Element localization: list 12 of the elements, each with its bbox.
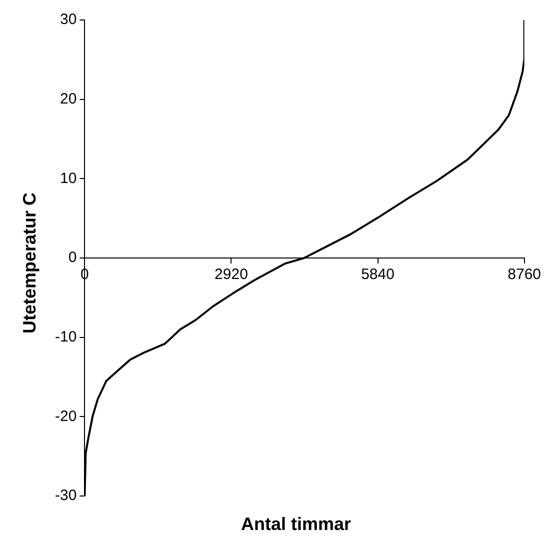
y-tick-label: -10 [54, 328, 77, 346]
x-tick-label: 5840 [361, 266, 394, 284]
y-tick-label: 20 [60, 90, 77, 108]
x-tick-label: 8760 [508, 266, 542, 284]
y-tick-label: 0 [68, 249, 77, 266]
y-tick-label: -20 [54, 408, 77, 425]
x-axis-title: Antal timmar [240, 514, 352, 535]
y-tick-label: 30 [60, 11, 77, 28]
y-tick-label: 10 [60, 170, 77, 187]
y-axis-title: Utetemperatur C [20, 192, 40, 334]
y-tick-label: -30 [54, 487, 77, 504]
x-tick-label: 2920 [214, 266, 248, 284]
